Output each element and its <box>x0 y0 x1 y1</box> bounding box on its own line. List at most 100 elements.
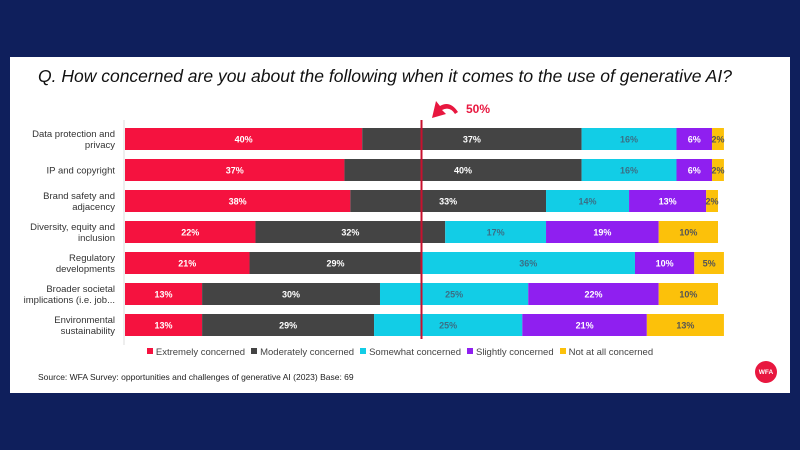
legend-swatch <box>146 348 153 354</box>
legend-label: Moderately concerned <box>260 347 355 358</box>
data-label: 16% <box>620 166 638 176</box>
bar-segment <box>125 190 351 212</box>
category-label: Environmental <box>54 315 115 326</box>
category-label: inclusion <box>78 233 115 244</box>
data-label: 33% <box>439 197 457 207</box>
curved-arrow-icon <box>432 101 458 118</box>
bar-segment <box>125 283 203 305</box>
data-label: 16% <box>620 135 638 145</box>
data-label: 22% <box>584 290 602 300</box>
category-label: privacy <box>85 140 115 151</box>
legend-item: Moderately concerned <box>251 347 354 358</box>
bar-segment <box>712 128 724 150</box>
data-label: 29% <box>279 321 297 331</box>
data-label: 29% <box>327 259 345 269</box>
data-label: 10% <box>656 259 674 269</box>
data-label: 40% <box>454 166 472 176</box>
category-label: implications (i.e. job... <box>24 295 115 306</box>
bar-segment <box>712 159 724 181</box>
bar-segment <box>125 314 203 336</box>
bar-segment <box>676 128 713 150</box>
bar-segment <box>546 190 630 212</box>
bar-segment <box>528 283 659 305</box>
bar-segment <box>658 221 718 243</box>
chart-title: Q. How concerned are you about the follo… <box>38 66 732 86</box>
bar-segment <box>344 159 582 181</box>
legend-item: Not at all concerned <box>559 347 654 358</box>
legend-swatch <box>466 348 473 354</box>
category-label: adjacency <box>72 202 115 213</box>
bar-segment <box>445 221 547 243</box>
category-label: IP and copyright <box>47 166 116 177</box>
data-label: 14% <box>579 197 597 207</box>
data-label: 36% <box>519 259 537 269</box>
legend-item: Extremely concerned <box>146 347 246 358</box>
bar-segment <box>362 128 582 150</box>
data-label: 2% <box>706 197 719 207</box>
data-label: 6% <box>688 135 701 145</box>
data-label: 21% <box>576 321 594 331</box>
legend: Extremely concerned Moderately concerned S… <box>0 347 800 358</box>
bar-segment <box>249 252 422 274</box>
data-label: 2% <box>711 166 724 176</box>
data-label: 38% <box>229 197 247 207</box>
legend-swatch <box>360 348 367 354</box>
data-label: 10% <box>679 290 697 300</box>
category-label: Diversity, equity and <box>30 222 115 233</box>
source-note: Source: WFA Survey: opportunities and ch… <box>38 372 354 382</box>
data-label: 25% <box>439 321 457 331</box>
category-label: Data protection and <box>32 129 115 140</box>
bar-segment <box>125 221 256 243</box>
data-label: 13% <box>676 321 694 331</box>
bar-segment <box>202 314 375 336</box>
bar-segment <box>350 190 547 212</box>
bar-segment <box>676 159 713 181</box>
category-label: Broader societal <box>46 284 115 295</box>
legend-label: Not at all concerned <box>568 347 654 358</box>
wfa-logo: WFA <box>755 361 777 383</box>
data-label: 13% <box>155 321 173 331</box>
bar-segment <box>581 128 677 150</box>
legend-swatch <box>251 348 258 354</box>
data-label: 19% <box>593 228 611 238</box>
bar-segment <box>125 159 345 181</box>
data-label: 2% <box>711 135 724 145</box>
data-label: 13% <box>659 197 677 207</box>
bar-segment <box>421 252 635 274</box>
category-label: Brand safety and <box>43 191 115 202</box>
data-label: 10% <box>679 228 697 238</box>
legend-label: Extremely concerned <box>155 347 246 358</box>
bar-segment <box>374 314 523 336</box>
data-label: 21% <box>178 259 196 269</box>
fifty-percent-marker: 50% <box>466 102 491 116</box>
data-label: 6% <box>688 166 701 176</box>
bar-segment <box>581 159 677 181</box>
data-label: 37% <box>463 135 481 145</box>
bar-segment <box>202 283 380 305</box>
data-label: 30% <box>282 290 300 300</box>
data-label: 40% <box>235 135 253 145</box>
data-label: 32% <box>341 228 359 238</box>
category-label: sustainability <box>61 326 116 337</box>
category-label: Regulatory <box>69 253 115 264</box>
bar-segment <box>546 221 659 243</box>
bar-segment <box>125 252 250 274</box>
bar-segment <box>379 283 529 305</box>
bar-segment <box>629 190 707 212</box>
bar-segment <box>646 314 724 336</box>
legend-label: Somewhat concerned <box>369 347 461 358</box>
data-label: 22% <box>181 228 199 238</box>
bar-segment <box>125 128 363 150</box>
legend-item: Somewhat concerned <box>360 347 461 358</box>
data-label: 13% <box>155 290 173 300</box>
bar-segment <box>694 252 724 274</box>
legend-swatch <box>559 348 566 354</box>
legend-label: Slightly concerned <box>475 347 554 358</box>
bar-segment <box>522 314 647 336</box>
legend-item: Slightly concerned <box>466 347 554 358</box>
bar-segment <box>706 190 718 212</box>
bar-segment <box>634 252 695 274</box>
data-label: 5% <box>703 259 716 269</box>
data-label: 17% <box>487 228 505 238</box>
